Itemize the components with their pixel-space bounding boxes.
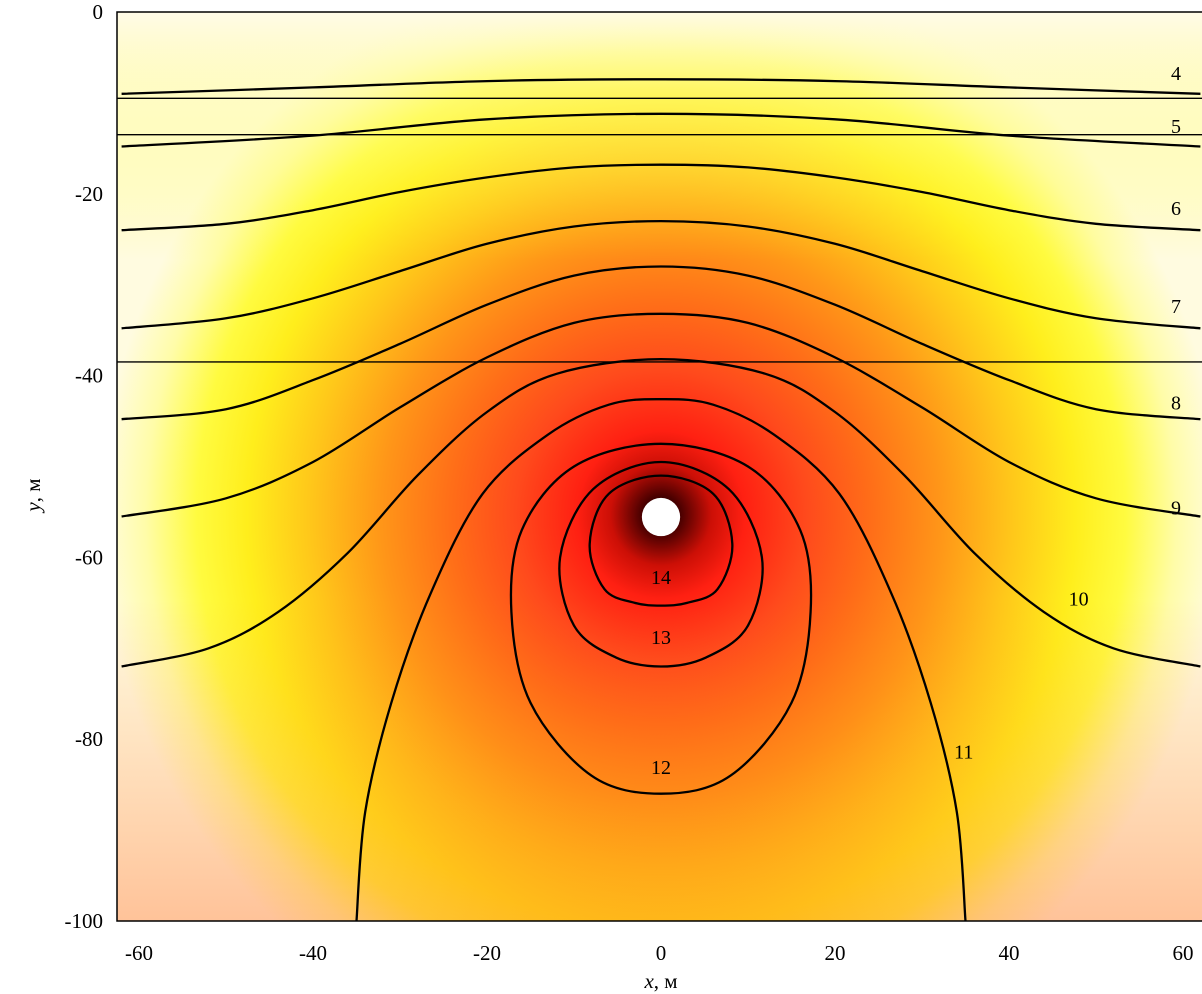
x-axis-unit: , м <box>654 969 678 993</box>
y-axis-var: y <box>21 502 45 514</box>
contour-label-10: 10 <box>1069 589 1089 611</box>
y-tick-label: -20 <box>75 182 103 206</box>
contour-line-7 <box>121 219 1201 330</box>
layer-boundaries <box>117 97 1202 363</box>
contour-label-13: 13 <box>651 627 671 649</box>
contour-label-6: 6 <box>1171 198 1181 220</box>
y-tick-label: -60 <box>75 545 103 569</box>
contour-line-11 <box>355 398 967 921</box>
contour-label-5: 5 <box>1171 116 1181 138</box>
contour-label-4: 4 <box>1171 63 1181 85</box>
heatmap-bottom-tint <box>117 600 1202 921</box>
y-tick-label: -100 <box>65 909 104 933</box>
contour-lines <box>121 78 1201 921</box>
x-tick-label: 20 <box>825 941 846 965</box>
contour-label-7: 7 <box>1171 296 1181 318</box>
contour-line-6 <box>121 163 1201 232</box>
y-axis-label: y, м <box>21 478 45 513</box>
x-tick-label: 0 <box>656 941 667 965</box>
contour-label-9: 9 <box>1171 498 1181 520</box>
contour-line-10 <box>121 358 1201 668</box>
plot-frame <box>116 11 1202 922</box>
x-tick-label: -60 <box>125 941 153 965</box>
source-group <box>641 497 681 537</box>
x-tick-label: 60 <box>1173 941 1194 965</box>
source-point <box>641 497 681 537</box>
contour-label-11: 11 <box>954 741 973 763</box>
y-axis-unit: , м <box>21 478 45 502</box>
y-tick-label: -40 <box>75 364 103 388</box>
y-tick-label: 0 <box>93 0 104 24</box>
x-tick-label: -40 <box>299 941 327 965</box>
contour-line-4 <box>121 78 1201 95</box>
x-tick-label: 40 <box>999 941 1020 965</box>
heatmap-top-fade <box>117 12 1202 272</box>
x-axis-var: x <box>643 969 654 993</box>
contour-label-8: 8 <box>1171 392 1181 414</box>
contour-line-14 <box>588 474 734 607</box>
contour-line-8 <box>121 265 1201 421</box>
y-tick-labels: 0 -20 -40 -60 -80 -100 <box>65 0 104 933</box>
contour-label-14: 14 <box>651 567 671 589</box>
contour-line-13 <box>558 460 764 668</box>
x-tick-labels: -60 -40 -20 0 20 40 60 <box>125 941 1194 965</box>
x-axis-label: x, м <box>643 969 677 993</box>
contour-line-9 <box>121 312 1201 518</box>
contour-line-12 <box>509 442 813 795</box>
x-tick-label: -20 <box>473 941 501 965</box>
contour-line-5 <box>121 112 1201 148</box>
y-tick-label: -80 <box>75 727 103 751</box>
contour-label-12: 12 <box>651 757 671 779</box>
contour-labels: 4 5 6 7 8 9 10 11 12 13 14 <box>651 63 1181 779</box>
